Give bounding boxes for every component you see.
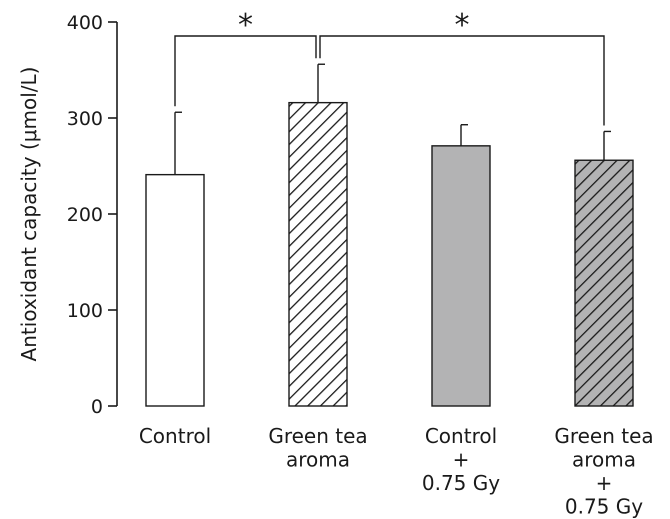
significance-bracket — [319, 35, 605, 126]
category-label: Green tea aroma — [268, 424, 367, 472]
y-tick-label: 100 — [67, 300, 103, 322]
significance-star: * — [455, 8, 470, 43]
y-tick-label: 0 — [91, 396, 103, 418]
bar — [431, 145, 491, 407]
bar — [574, 159, 634, 407]
category-label-line: aroma — [286, 448, 350, 472]
category-label-line: Control — [425, 424, 497, 448]
y-axis-title: Antioxidant capacity (μmol/L) — [17, 67, 41, 362]
category-label: Green tea aroma +0.75 Gy — [554, 424, 653, 519]
significance-star: * — [238, 8, 253, 43]
category-label-line: Green tea — [268, 424, 367, 448]
y-tick-label: 200 — [67, 204, 103, 226]
category-label-line: 0.75 Gy — [565, 495, 643, 519]
y-ticks: 0 100 200 300 400 — [67, 12, 117, 418]
y-tick-label: 300 — [67, 108, 103, 130]
significance-brackets: * * — [174, 8, 605, 126]
category-label-line: Green tea — [554, 424, 653, 448]
y-axis: 0 100 200 300 400 Antioxidant capacity (μmol… — [17, 12, 118, 418]
bars — [145, 101, 634, 407]
significance-bracket — [174, 35, 317, 107]
category-label: Control +0.75 Gy — [422, 424, 500, 495]
error-bars — [174, 63, 611, 175]
category-label-line: + — [453, 448, 470, 472]
category-label-line: aroma — [572, 448, 636, 472]
bar — [145, 173, 205, 407]
y-tick-label: 400 — [67, 12, 103, 34]
category-label-line: 0.75 Gy — [422, 471, 500, 495]
category-label-line: + — [596, 471, 613, 495]
bar — [288, 101, 348, 407]
category-label: Control — [139, 424, 211, 448]
category-label-line: Control — [139, 424, 211, 448]
